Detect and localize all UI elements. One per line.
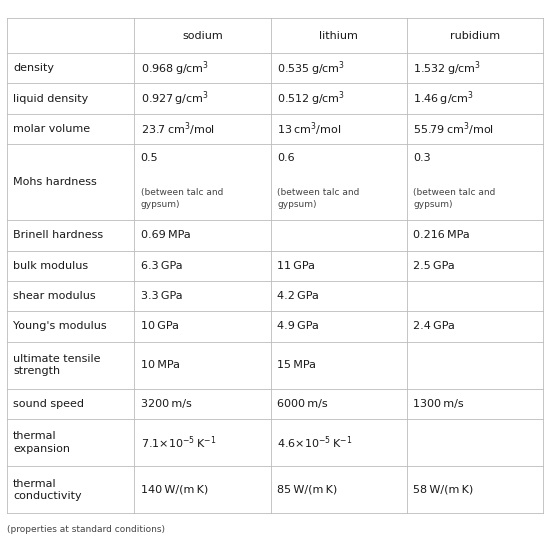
Text: 2.4 GPa: 2.4 GPa <box>413 322 455 332</box>
Text: 4.2 GPa: 4.2 GPa <box>277 291 319 301</box>
Text: rubidium: rubidium <box>450 31 500 41</box>
Text: Young's modulus: Young's modulus <box>13 322 106 332</box>
Text: 0.927 g/cm$^3$: 0.927 g/cm$^3$ <box>141 89 209 108</box>
Text: thermal
conductivity: thermal conductivity <box>13 479 81 501</box>
Text: 0.535 g/cm$^3$: 0.535 g/cm$^3$ <box>277 59 345 77</box>
Text: molar volume: molar volume <box>13 124 90 134</box>
Text: Brinell hardness: Brinell hardness <box>13 231 103 240</box>
Text: 3200 m/s: 3200 m/s <box>141 399 192 409</box>
Text: 3.3 GPa: 3.3 GPa <box>141 291 182 301</box>
Text: 0.968 g/cm$^3$: 0.968 g/cm$^3$ <box>141 59 209 77</box>
Text: 11 GPa: 11 GPa <box>277 261 315 271</box>
Text: lithium: lithium <box>319 31 358 41</box>
Text: 0.6: 0.6 <box>277 153 295 163</box>
Text: density: density <box>13 63 54 73</box>
Text: 1300 m/s: 1300 m/s <box>413 399 464 409</box>
Text: thermal
expansion: thermal expansion <box>13 432 70 454</box>
Text: 13 cm$^3$/mol: 13 cm$^3$/mol <box>277 120 341 138</box>
Text: 1.46 g/cm$^3$: 1.46 g/cm$^3$ <box>413 89 474 108</box>
Text: 0.5: 0.5 <box>141 153 158 163</box>
Text: (properties at standard conditions): (properties at standard conditions) <box>7 525 164 534</box>
Text: 15 MPa: 15 MPa <box>277 360 316 370</box>
Text: liquid density: liquid density <box>13 94 88 104</box>
Text: 0.3: 0.3 <box>413 153 431 163</box>
Text: 2.5 GPa: 2.5 GPa <box>413 261 455 271</box>
Text: sound speed: sound speed <box>13 399 84 409</box>
Text: (between talc and
gypsum): (between talc and gypsum) <box>141 188 223 209</box>
Text: (between talc and
gypsum): (between talc and gypsum) <box>413 188 496 209</box>
Text: ultimate tensile
strength: ultimate tensile strength <box>13 354 100 377</box>
Text: 4.6×10$^{-5}$ K$^{-1}$: 4.6×10$^{-5}$ K$^{-1}$ <box>277 434 353 451</box>
Text: shear modulus: shear modulus <box>13 291 96 301</box>
Text: 4.9 GPa: 4.9 GPa <box>277 322 319 332</box>
Text: 0.216 MPa: 0.216 MPa <box>413 231 470 240</box>
Text: 6000 m/s: 6000 m/s <box>277 399 328 409</box>
Text: 23.7 cm$^3$/mol: 23.7 cm$^3$/mol <box>141 120 215 138</box>
Text: 0.69 MPa: 0.69 MPa <box>141 231 191 240</box>
Text: 85 W/(m K): 85 W/(m K) <box>277 485 337 495</box>
Text: 1.532 g/cm$^3$: 1.532 g/cm$^3$ <box>413 59 482 77</box>
Text: 6.3 GPa: 6.3 GPa <box>141 261 182 271</box>
Text: 10 MPa: 10 MPa <box>141 360 180 370</box>
Text: 58 W/(m K): 58 W/(m K) <box>413 485 473 495</box>
Text: bulk modulus: bulk modulus <box>13 261 88 271</box>
Text: 0.512 g/cm$^3$: 0.512 g/cm$^3$ <box>277 89 345 108</box>
Text: 140 W/(m K): 140 W/(m K) <box>141 485 208 495</box>
Text: Mohs hardness: Mohs hardness <box>13 177 97 187</box>
Text: 7.1×10$^{-5}$ K$^{-1}$: 7.1×10$^{-5}$ K$^{-1}$ <box>141 434 216 451</box>
Text: (between talc and
gypsum): (between talc and gypsum) <box>277 188 359 209</box>
Text: sodium: sodium <box>182 31 223 41</box>
Text: 10 GPa: 10 GPa <box>141 322 179 332</box>
Text: 55.79 cm$^3$/mol: 55.79 cm$^3$/mol <box>413 120 494 138</box>
